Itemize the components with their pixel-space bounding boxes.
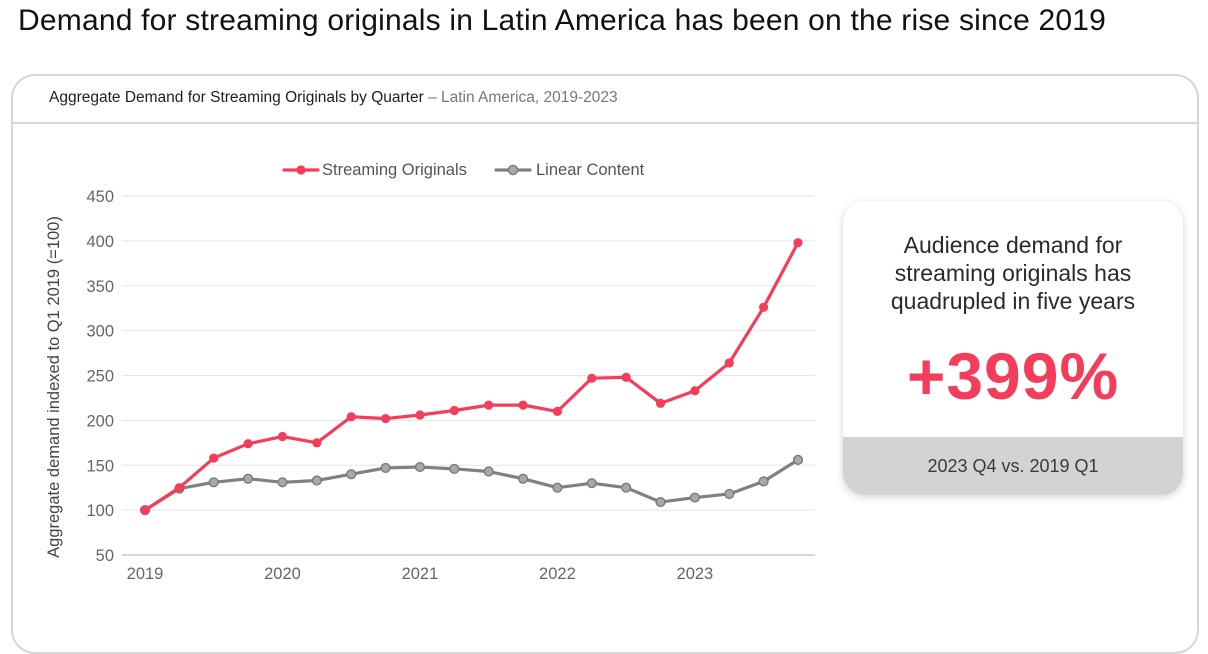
streaming-originals-point [312, 438, 322, 448]
chart-title: Aggregate Demand for Streaming Originals… [49, 89, 424, 106]
legend-linear-content-label: Linear Content [536, 161, 645, 179]
streaming-originals-point [518, 400, 528, 410]
card-header: Aggregate Demand for Streaming Originals… [13, 76, 1197, 124]
linear-content-point [724, 488, 735, 500]
legend-linear-content-swatch-marker [507, 164, 519, 176]
x-tick-label: 2022 [539, 565, 576, 583]
y-tick-label: 350 [86, 278, 114, 296]
streaming-originals-line [143, 241, 800, 512]
x-tick-label: 2019 [127, 565, 164, 583]
streaming-originals-point [174, 483, 184, 493]
streaming-originals-point [552, 406, 563, 416]
y-tick-label: 450 [86, 188, 114, 206]
linear-content-point [586, 478, 597, 489]
chart-subtitle: – Latin America, 2019-2023 [423, 89, 618, 106]
callout-text: Audience demand for streaming originals … [890, 232, 1136, 314]
streaming-originals-point [140, 505, 150, 515]
y-axis-label: Aggregate demand indexed to Q1 2019 (=10… [45, 216, 63, 558]
linear-content-point [689, 492, 700, 503]
linear-content-point [517, 473, 529, 484]
linear-content-point [758, 476, 769, 487]
streaming-originals-point [587, 373, 597, 383]
callout-footer: 2023 Q4 vs. 2019 Q1 [843, 437, 1183, 495]
y-tick-label: 300 [86, 323, 114, 341]
linear-content-point [483, 466, 494, 477]
linear-content-point [449, 463, 460, 474]
y-tick-label: 100 [86, 502, 114, 520]
card-title: Aggregate Demand for Streaming Originals… [49, 89, 618, 107]
linear-content-point [311, 475, 322, 486]
linear-content-point [243, 473, 254, 484]
x-tick-label: 2023 [677, 565, 714, 583]
line-chart: 50 100 150 200 250 300 350 400 450 2019 2020 2021 20… [45, 161, 815, 583]
streaming-originals-point [690, 386, 700, 396]
linear-content-point [552, 482, 563, 493]
linear-content-point [208, 477, 219, 488]
y-tick-label: 250 [86, 368, 114, 386]
x-tick-label: 2020 [264, 565, 301, 583]
streaming-originals-point [655, 398, 666, 408]
linear-content-point [621, 482, 632, 493]
streaming-originals-point [484, 400, 494, 410]
y-tick-label: 150 [86, 457, 114, 475]
streaming-originals-point [243, 439, 253, 449]
streaming-originals-point [277, 431, 288, 442]
streaming-originals-point [209, 453, 219, 463]
streaming-originals-point [380, 413, 391, 424]
streaming-originals-point [724, 358, 734, 368]
legend-streaming-originals-label: Streaming Originals [322, 161, 467, 179]
streaming-originals-point [793, 238, 803, 248]
y-tick-label: 200 [86, 412, 114, 430]
page-headline: Demand for streaming originals in Latin … [18, 4, 1107, 37]
linear-content-point [380, 462, 391, 474]
x-tick-label: 2021 [402, 565, 439, 583]
streaming-originals-point [621, 372, 631, 382]
linear-content-point [346, 469, 357, 480]
streaming-originals-point [759, 302, 769, 312]
streaming-originals-point [449, 405, 459, 416]
linear-content-point [414, 461, 426, 473]
linear-content-point [792, 454, 804, 465]
callout-percentage: +399% [906, 339, 1120, 413]
y-tick-label: 50 [96, 547, 114, 565]
y-tick-label: 400 [86, 233, 114, 251]
callout-box: Audience demand for streaming originals … [843, 201, 1183, 495]
streaming-originals-point [415, 410, 425, 420]
streaming-originals-point [346, 412, 356, 422]
linear-content-point [277, 477, 288, 488]
linear-content-point [655, 496, 666, 508]
linear-content-line [143, 458, 800, 512]
legend-streaming-originals-swatch-marker [296, 165, 306, 175]
